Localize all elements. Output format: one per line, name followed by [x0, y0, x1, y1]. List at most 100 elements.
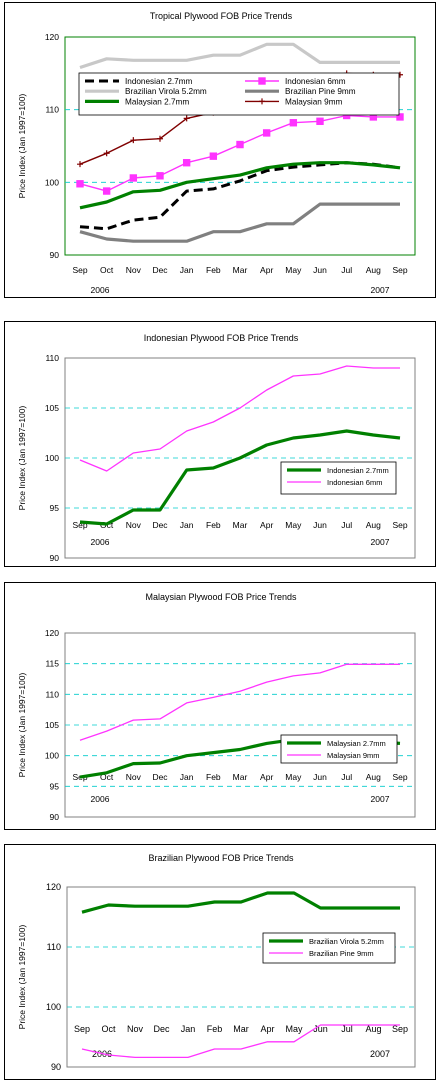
- x-tick-label: Sep: [392, 772, 407, 782]
- series-brazilian-virola-5-2mm: [79, 42, 400, 70]
- y-tick-label: 110: [47, 942, 61, 952]
- data-point: [396, 113, 404, 121]
- y-tick-label: 120: [45, 628, 59, 638]
- legend-label: Indonesian 2.7mm: [327, 466, 389, 475]
- x-tick-label: Feb: [206, 520, 221, 530]
- x-tick-label: Nov: [127, 1024, 144, 1034]
- indonesian-plywood-chart: Indonesian Plywood FOB Price Trends 90 95 1…: [17, 333, 416, 563]
- legend-box: [262, 932, 396, 964]
- legend-item: Brazilian Virola 5.2mm: [269, 937, 384, 946]
- legend-item: Brazilian Pine 9mm: [245, 87, 356, 96]
- legend-label: Malaysian 2.7mm: [125, 97, 189, 106]
- brazilian-plywood-chart-panel: Brazilian Plywood FOB Price Trends 90 100 1…: [4, 844, 436, 1080]
- y-tick-label: 90: [50, 812, 60, 822]
- legend-label: Brazilian Pine 9mm: [285, 87, 356, 96]
- x-tick-label: Oct: [100, 265, 114, 275]
- x-tick-label: Apr: [260, 1024, 274, 1034]
- series-brazilian-virola-5-2mm: [81, 891, 400, 914]
- y-tick-label: 110: [45, 105, 59, 115]
- x-tick-label: Jul: [341, 265, 352, 275]
- y-tick-label: 90: [50, 250, 60, 260]
- data-point: [102, 187, 111, 195]
- data-point: [183, 115, 190, 122]
- series-line-indonesian-2-7mm: [79, 429, 401, 526]
- legend-label: Indonesian 6mm: [285, 77, 346, 86]
- year-label-end: 2007: [371, 537, 390, 547]
- legend-label: Brazilian Virola 5.2mm: [125, 87, 207, 96]
- x-tick-label: May: [285, 1024, 303, 1034]
- x-tick-label: Dec: [152, 520, 168, 530]
- data-point: [129, 174, 138, 182]
- x-tick-label: Sep: [72, 265, 87, 275]
- legend-label: Malaysian 9mm: [285, 97, 343, 106]
- legend-item: Brazilian Virola 5.2mm: [85, 87, 207, 96]
- data-point: [103, 150, 110, 157]
- legend-box: [280, 734, 398, 764]
- year-label-end: 2007: [370, 1049, 390, 1059]
- legend-box: [280, 461, 397, 495]
- x-tick-label: Nov: [126, 265, 142, 275]
- series-indonesian-6mm: [79, 365, 400, 472]
- y-tick-label: 120: [45, 32, 59, 42]
- x-tick-label: Aug: [366, 772, 381, 782]
- legend-label: Malaysian 2.7mm: [327, 739, 386, 748]
- x-tick-label: Dec: [152, 772, 168, 782]
- data-point: [157, 135, 163, 142]
- chart-title: Malaysian Plywood FOB Price Trends: [145, 592, 297, 602]
- x-tick-label: Nov: [126, 520, 142, 530]
- y-tick-label: 115: [45, 659, 59, 669]
- x-tick-label: Jan: [181, 1024, 196, 1034]
- y-axis-label: Price Index (Jan 1997=100): [17, 673, 27, 778]
- x-tick-label: May: [285, 772, 302, 782]
- x-tick-label: Feb: [206, 772, 221, 782]
- malaysian-plywood-chart: Malaysian Plywood FOB Price Trends 90 95 10…: [17, 592, 416, 822]
- x-tick-label: Mar: [233, 520, 248, 530]
- legend-item: Malaysian 2.7mm: [287, 739, 386, 748]
- year-label-end: 2007: [371, 794, 390, 804]
- y-tick-label: 90: [51, 1062, 61, 1072]
- x-tick-label: Oct: [100, 772, 114, 782]
- y-tick-label: 90: [50, 553, 60, 563]
- y-tick-label: 120: [46, 882, 61, 892]
- data-point: [258, 77, 266, 85]
- series-brazilian-pine-9mm: [79, 202, 400, 243]
- year-label-end: 2007: [371, 285, 390, 295]
- x-tick-label: Feb: [206, 265, 221, 275]
- series-line-brazilian-virola-5-2mm: [79, 42, 400, 70]
- x-tick-label: Dec: [152, 265, 168, 275]
- legend-label: Indonesian 2.7mm: [125, 77, 193, 86]
- brazilian-plywood-chart: Brazilian Plywood FOB Price Trends 90 100 1…: [17, 853, 416, 1072]
- series-line-indonesian-6mm: [79, 365, 400, 472]
- data-point: [130, 137, 137, 144]
- y-tick-label: 100: [46, 1002, 61, 1012]
- x-tick-label: Sep: [392, 265, 407, 275]
- x-tick-label: Mar: [233, 772, 248, 782]
- legend: Indonesian 2.7mm Indonesian 6mm: [280, 461, 397, 495]
- series-malaysian-9mm: [79, 663, 400, 741]
- chart-title: Tropical Plywood FOB Price Trends: [150, 11, 293, 21]
- data-point: [77, 161, 83, 168]
- x-tick-label: Jun: [313, 265, 327, 275]
- x-tick-label: Aug: [366, 265, 381, 275]
- series-indonesian-6mm: [76, 111, 404, 195]
- y-axis-label: Price Index (Jan 1997=100): [17, 925, 27, 1030]
- legend: Brazilian Virola 5.2mm Brazilian Pine 9mm: [262, 932, 396, 964]
- legend-label: Brazilian Virola 5.2mm: [309, 937, 384, 946]
- y-axis-label: Price Index (Jan 1997=100): [17, 94, 27, 199]
- y-tick-label: 95: [50, 781, 60, 791]
- tropical-plywood-chart-panel: Tropical Plywood FOB Price Trends 90 100 11…: [4, 2, 436, 298]
- legend-item: Malaysian 9mm: [287, 751, 380, 760]
- x-tick-label: Jun: [313, 1024, 328, 1034]
- y-tick-label: 110: [45, 353, 59, 363]
- series-line-malaysian-9mm: [79, 663, 400, 741]
- legend-label: Indonesian 6mm: [327, 478, 382, 487]
- x-tick-label: Apr: [260, 772, 273, 782]
- data-point: [236, 140, 244, 149]
- legend-label: Brazilian Pine 9mm: [309, 949, 374, 958]
- data-point: [76, 180, 84, 188]
- legend-item: Brazilian Pine 9mm: [269, 949, 374, 958]
- data-point: [259, 98, 265, 105]
- y-tick-label: 100: [45, 453, 59, 463]
- x-tick-label: Apr: [260, 265, 273, 275]
- legend-label: Malaysian 9mm: [327, 751, 380, 760]
